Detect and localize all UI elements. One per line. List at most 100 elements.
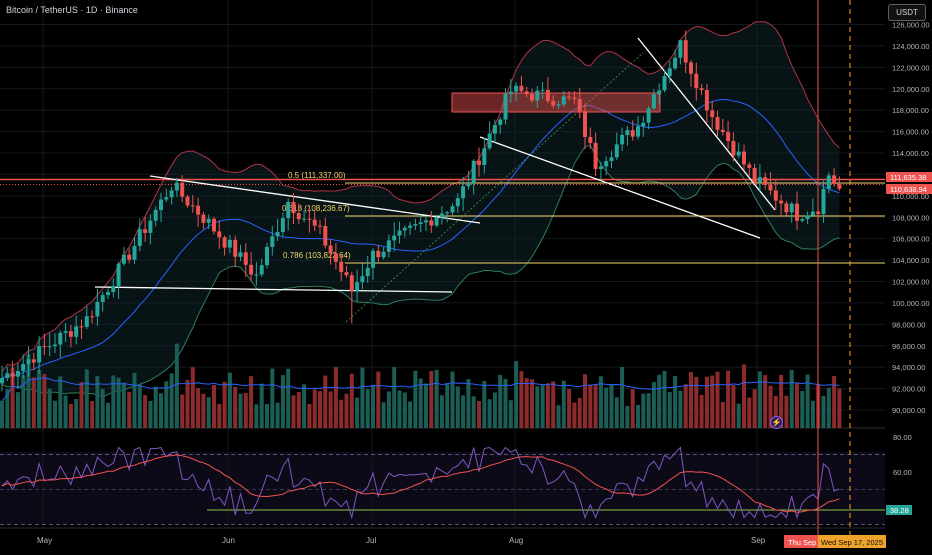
volume-bar — [408, 401, 413, 428]
candle-body — [710, 110, 715, 118]
volume-bar — [598, 376, 603, 428]
volume-bar — [646, 393, 651, 428]
candle-body — [577, 99, 582, 112]
time-axis-label: Jun — [222, 536, 235, 545]
candle-body — [514, 85, 519, 92]
currency-button[interactable]: USDT — [888, 4, 926, 21]
price-badge-label: 111,635.38 — [890, 173, 926, 182]
candle-body — [689, 62, 693, 74]
volume-bar — [694, 376, 699, 428]
lightning-icon[interactable]: ⚡ — [770, 416, 783, 429]
volume-bar — [535, 386, 540, 428]
candle-body — [127, 254, 132, 260]
volume-bar — [482, 381, 487, 428]
future-time-badge — [818, 535, 886, 548]
volume-bar — [795, 382, 799, 428]
volume-bar — [132, 372, 137, 428]
volume-bar — [148, 400, 153, 428]
candle-body — [402, 227, 407, 231]
price-axis-label: 118,000.00 — [892, 106, 929, 115]
price-axis-label: 114,000.00 — [892, 149, 929, 158]
volume-bar — [153, 386, 158, 428]
candle-body — [455, 198, 460, 207]
volume-bar — [530, 379, 534, 428]
volume-bar — [768, 385, 773, 428]
candle-body — [302, 218, 307, 220]
volume-bar — [15, 392, 20, 428]
volume-bar — [68, 404, 73, 428]
candle-body — [174, 182, 179, 191]
volume-bar — [620, 366, 625, 428]
candle-body — [694, 73, 699, 89]
candle-body — [90, 316, 95, 318]
candle-body — [37, 346, 42, 363]
candle-body — [233, 239, 238, 257]
candle-body — [508, 91, 513, 95]
crosshair-time-badge — [784, 535, 818, 548]
candle-body — [535, 90, 540, 101]
volume-bar — [545, 383, 550, 428]
volume-bar — [386, 391, 391, 428]
volume-bar — [757, 371, 762, 428]
candle-body — [5, 373, 10, 379]
candle-body — [630, 130, 635, 137]
candle-body — [307, 218, 312, 220]
volume-bar — [726, 370, 731, 428]
candle-body — [620, 134, 625, 145]
volume-bar — [376, 371, 381, 428]
candle-body — [148, 220, 153, 233]
candle-body — [604, 161, 609, 167]
candle-body — [805, 215, 810, 220]
volume-bar — [280, 375, 285, 428]
volume-bar — [477, 401, 481, 428]
volume-bar — [392, 367, 397, 428]
volume-bar — [736, 403, 741, 428]
volume-bar — [174, 343, 179, 428]
candle-body — [651, 94, 656, 109]
candle-body — [53, 344, 57, 347]
price-axis-label: 108,000.00 — [892, 213, 930, 222]
candle-body — [609, 157, 614, 162]
price-badge-label: 110,638.94 — [890, 185, 927, 194]
candle-body — [832, 175, 837, 184]
volume-bar — [630, 389, 635, 428]
price-axis-label: 100,000.00 — [892, 299, 930, 308]
volume-bar — [318, 391, 322, 428]
candle-body — [429, 220, 434, 226]
volume-bar — [424, 383, 428, 428]
volume-bar — [116, 377, 121, 428]
volume-bar — [689, 372, 693, 428]
volume-bar — [450, 371, 455, 428]
volume-bar — [206, 397, 211, 428]
volume-bar — [524, 378, 529, 428]
volume-bar — [636, 404, 640, 428]
candle-body — [58, 332, 63, 345]
volume-bar — [312, 389, 317, 428]
volume-bar — [673, 375, 678, 428]
volume-bar — [37, 369, 42, 428]
candle-body — [132, 245, 137, 260]
candle-body — [742, 151, 746, 165]
candle-body — [312, 219, 317, 226]
symbol-title[interactable]: Bitcoin / TetherUS · 1D · Binance — [6, 5, 138, 15]
candle-body — [227, 239, 232, 248]
volume-bar — [710, 375, 715, 428]
candle-body — [434, 217, 439, 226]
volume-bar — [583, 374, 587, 428]
volume-bar — [492, 392, 497, 428]
volume-bar — [752, 389, 757, 428]
candle-body — [773, 190, 778, 201]
candle-body — [418, 222, 423, 224]
price-axis-bg — [885, 0, 932, 550]
candle-body — [551, 100, 556, 106]
volume-bar — [26, 354, 31, 428]
candle-body — [371, 250, 375, 268]
volume-bar — [365, 389, 370, 428]
candle-body — [355, 282, 360, 291]
volume-bar — [667, 391, 672, 428]
fib-anchor-line — [345, 52, 644, 323]
candle-body — [625, 130, 630, 135]
trendline — [479, 136, 761, 239]
